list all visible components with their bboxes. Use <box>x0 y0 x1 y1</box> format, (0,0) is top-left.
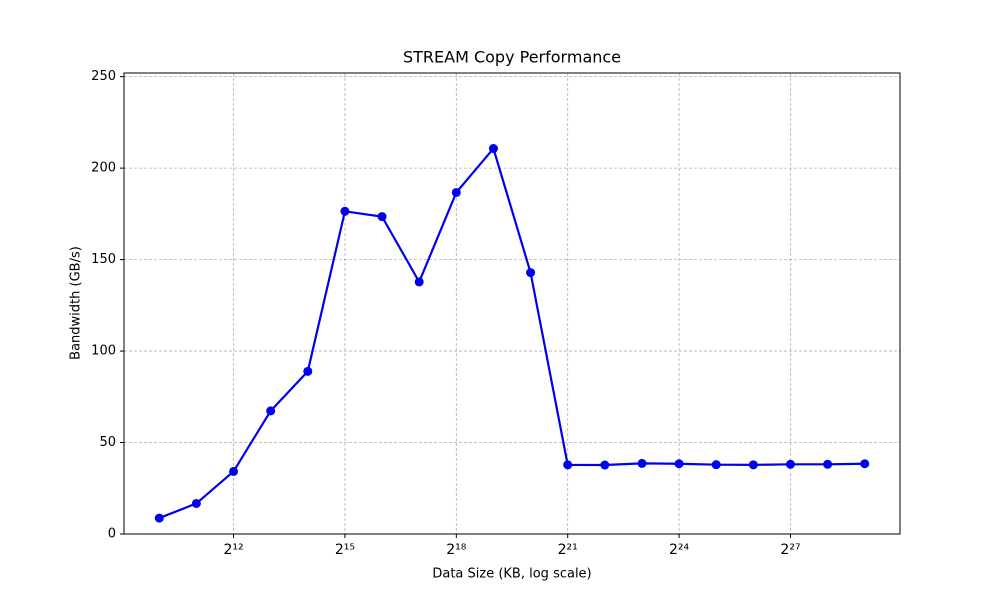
point <box>526 268 536 278</box>
point <box>266 406 276 416</box>
point <box>414 277 424 287</box>
x-tick-label: 2²⁴ <box>669 542 690 558</box>
point <box>191 498 201 508</box>
point <box>229 466 239 476</box>
y-axis-label: Bandwidth (GB/s) <box>69 246 84 360</box>
point <box>711 460 721 470</box>
y-tick-label: 100 <box>91 344 116 359</box>
point <box>563 460 573 470</box>
y-tick-label: 50 <box>99 435 116 450</box>
x-axis-label: Data Size (KB, log scale) <box>432 567 591 582</box>
point <box>748 460 758 470</box>
x-tick-label: 2¹² <box>223 542 243 558</box>
point <box>451 187 461 197</box>
y-tick-label: 250 <box>91 69 116 84</box>
point <box>340 206 350 216</box>
point <box>860 459 870 469</box>
point <box>674 459 684 469</box>
y-tick-label: 200 <box>91 161 116 176</box>
chart-title: STREAM Copy Performance <box>403 48 621 67</box>
x-tick-label: 2¹⁸ <box>446 542 467 558</box>
point <box>154 513 164 523</box>
point <box>600 460 610 470</box>
point <box>785 459 795 469</box>
point <box>823 459 833 469</box>
point <box>637 458 647 468</box>
point <box>488 144 498 154</box>
y-tick-label: 0 <box>108 527 116 542</box>
line <box>158 146 865 520</box>
x-tick-label: 2²⁷ <box>780 542 800 558</box>
point <box>377 212 387 222</box>
x-tick-label: 2¹⁵ <box>335 542 355 558</box>
plot-frame <box>123 72 901 535</box>
y-tick-label: 150 <box>91 252 116 267</box>
x-tick-label: 2²¹ <box>558 542 578 558</box>
point <box>303 366 313 376</box>
